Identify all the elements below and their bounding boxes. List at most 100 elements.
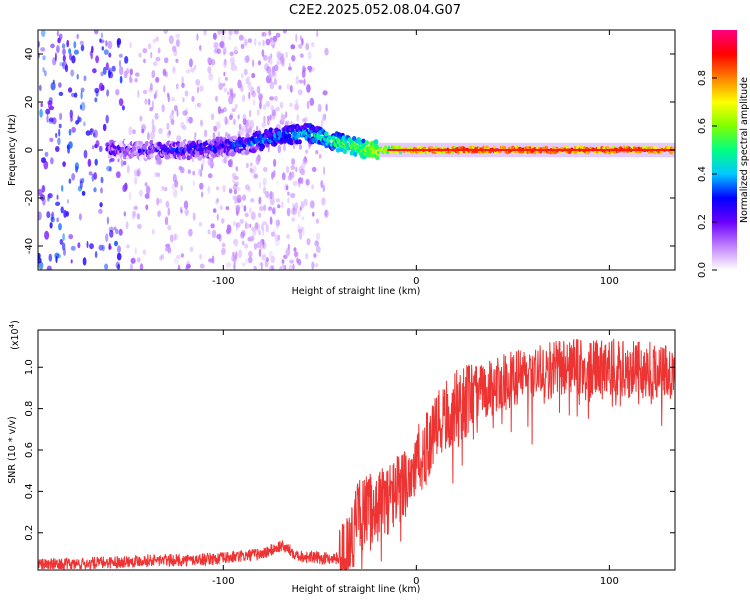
spectrogram-noise-cell [259,242,264,251]
spectrogram-noise-cell [203,129,208,138]
spectrogram-noise-cell [80,44,85,52]
spectrogram-noise-cell [176,135,182,142]
spectrogram-noise-cell [154,90,158,99]
spectrogram-noise-cell [75,120,79,125]
y-tick-label: -20 [24,190,35,206]
spectrogram-noise-cell [273,78,278,85]
spectrogram-noise-cell [165,200,170,208]
spectrogram-noise-cell [194,132,197,138]
spectrogram-noise-cell [222,46,226,56]
x-tick-label: 0 [413,276,419,287]
spectrogram-noise-cell [227,225,232,232]
spectrogram-noise-cell [287,174,293,181]
spectrogram-noise-cell [129,68,133,76]
spectrogram-noise-cell [228,30,233,36]
spectrogram-noise-cell [194,104,197,110]
spectrogram-noise-cell [223,48,227,55]
spectrogram-signal-cell [353,151,358,157]
spectrogram-signal-cell [576,146,580,150]
spectrogram-noise-cell [295,33,298,43]
spectrogram-noise-cell [43,70,47,77]
spectrogram-noise-cell [182,110,188,116]
spectrogram-noise-cell [286,207,291,217]
spectrogram-noise-cell [68,178,72,184]
spectrogram-signal-cell [386,150,390,154]
spectrogram-noise-cell [167,225,172,231]
spectrogram-noise-cell [320,180,324,189]
spectrogram-signal-cell [292,131,298,137]
spectrogram-noise-cell [270,265,274,270]
spectrogram-noise-cell [47,193,53,199]
spectrogram-noise-cell [270,40,274,47]
spectrogram-noise-cell [81,190,86,196]
spectrogram-noise-cell [198,168,202,176]
spectrogram-signal-cell [156,155,161,160]
spectrogram-noise-cell [302,65,306,73]
spectrogram-signal-cell [483,145,487,150]
spectrogram-noise-cell [89,243,94,250]
spectrogram-noise-cell [58,91,64,96]
spectrogram-noise-cell [62,233,65,242]
spectrogram-noise-cell [55,132,58,138]
spectrogram-noise-cell [251,90,256,98]
spectrogram-noise-cell [192,180,195,186]
spectrogram-noise-cell [55,201,61,206]
spectrogram-noise-cell [196,102,202,108]
spectrogram-signal-cell [123,139,129,145]
spectrogram-noise-cell [70,69,75,77]
spectrogram-noise-cell [40,30,46,37]
spectrogram-noise-cell [256,86,260,94]
spectrogram-noise-cell [271,171,274,180]
spectrogram-noise-cell [318,154,322,159]
spectrogram-noise-cell [94,251,98,258]
spectrogram-noise-cell [292,144,295,150]
spectrogram-signal-cell [333,142,338,148]
colorbar-label: Normalized spectral amplitude [739,77,750,223]
spectrogram-signal-cell [290,125,295,130]
spectrogram-noise-cell [235,65,238,71]
spectrogram-noise-cell [193,64,197,71]
spectrogram-noise-cell [233,262,236,270]
spectrogram-noise-cell [144,193,150,199]
spectrogram-noise-cell [147,132,150,141]
spectrogram-noise-cell [51,117,57,125]
spectrogram-noise-cell [156,88,159,94]
x-tick-label: 100 [600,276,619,287]
spectrogram-noise-cell [303,78,306,86]
spectrogram-noise-cell [115,261,121,269]
spectrogram-noise-cell [244,223,250,230]
spectrogram-noise-cell [123,211,127,217]
spectrogram-noise-cell [157,210,162,217]
spectrogram-noise-cell [282,30,287,34]
spectrogram-noise-cell [77,185,82,192]
spectrogram-noise-cell [180,253,184,258]
spectrogram-noise-cell [91,173,95,182]
spectrogram-noise-cell [62,48,66,56]
spectrogram-noise-cell [139,115,143,122]
spectrogram-noise-cell [223,71,226,77]
spectrogram-noise-cell [101,46,105,51]
spectrogram-noise-cell [247,127,251,134]
spectrogram-noise-cell [175,39,180,48]
y-tick-label: 40 [24,48,35,61]
spectrogram-noise-cell [234,181,239,187]
spectrogram-noise-cell [67,199,69,204]
spectrogram-noise-cell [281,201,284,209]
spectrogram-noise-cell [122,184,127,193]
spectrogram-noise-cell [221,242,226,248]
spectrogram-noise-cell [171,109,175,115]
spectrogram-noise-cell [197,156,203,161]
spectrogram-noise-cell [115,89,120,96]
spectrogram-noise-cell [56,217,60,223]
spectrogram-noise-cell [233,30,239,35]
spectrogram-x-axis-label: Height of straight line (km) [292,286,421,297]
spectrogram-noise-cell [44,230,50,240]
spectrogram-noise-cell [232,251,235,257]
spectrogram-noise-cell [40,102,43,108]
spectrogram-noise-cell [248,256,253,264]
spectrogram-noise-cell [94,87,100,94]
spectrogram-noise-cell [218,82,223,91]
spectrogram-noise-cell [48,101,53,110]
spectrogram-noise-cell [249,167,253,173]
spectrogram-noise-cell [159,255,163,261]
